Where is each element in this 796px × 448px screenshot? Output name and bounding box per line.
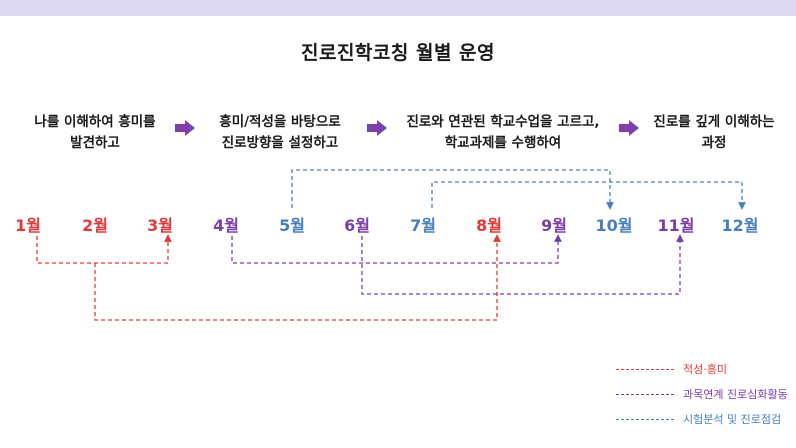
legend-line-red	[616, 368, 674, 370]
page-title: 진로진학코칭 월별 운영	[300, 42, 496, 64]
month-3: 3월	[147, 216, 173, 235]
step-2-line-2: 진로방향을 설정하고	[221, 135, 339, 151]
month-5: 5월	[279, 216, 305, 235]
month-4: 4월	[213, 216, 239, 235]
step-3-line-1: 진로와 연관된 학교수업을 고르고,	[406, 114, 600, 130]
step-4-line-1: 진로를 깊게 이해하는	[653, 114, 775, 130]
step-2: 흥미/적성을 바탕으로 진로방향을 설정하고	[200, 112, 360, 154]
month-1: 1월	[15, 216, 41, 235]
right-arrow-icon	[619, 120, 639, 136]
step-1: 나를 이해하여 흥미를 발견하고	[16, 112, 174, 154]
connector-red-2-8	[94, 234, 501, 321]
month-2: 2월	[82, 216, 108, 235]
connector-blue-5-10	[291, 169, 614, 210]
month-9: 9월	[541, 216, 567, 235]
month-7: 7월	[410, 216, 436, 235]
step-3-line-2: 학교과제를 수행하여	[444, 135, 562, 151]
legend-label: 적성·흥미	[683, 363, 727, 376]
legend-item-exam-check: 시험분석 및 진로점검	[616, 411, 781, 427]
connector-blue-7-12	[431, 181, 746, 210]
legend-label: 과목연계 진로심화활동	[683, 388, 788, 401]
top-banner	[0, 0, 796, 16]
month-11: 11월	[657, 216, 695, 235]
month-10: 10월	[595, 216, 633, 235]
step-4-line-2: 과정	[701, 135, 727, 151]
connector-purple-4-9	[231, 234, 562, 264]
right-arrow-icon	[175, 120, 195, 136]
legend-line-purple	[616, 393, 674, 395]
month-12: 12월	[721, 216, 759, 235]
step-2-line-1: 흥미/적성을 바탕으로	[219, 114, 341, 130]
legend-line-blue	[616, 418, 674, 420]
connector-purple-6-11	[361, 234, 684, 295]
legend-label: 시험분석 및 진로점검	[683, 413, 782, 426]
step-1-line-1: 나를 이해하여 흥미를	[34, 114, 156, 130]
step-1-line-2: 발견하고	[70, 135, 120, 151]
connector-red-1-3	[36, 234, 172, 264]
step-4: 진로를 깊게 이해하는 과정	[640, 112, 788, 154]
legend-item-aptitude: 적성·흥미	[616, 361, 727, 377]
month-8: 8월	[476, 216, 502, 235]
step-3: 진로와 연관된 학교수업을 고르고, 학교과제를 수행하여	[392, 112, 614, 154]
legend-item-subject-activity: 과목연계 진로심화활동	[616, 386, 788, 402]
right-arrow-icon	[367, 120, 387, 136]
month-6: 6월	[344, 216, 370, 235]
